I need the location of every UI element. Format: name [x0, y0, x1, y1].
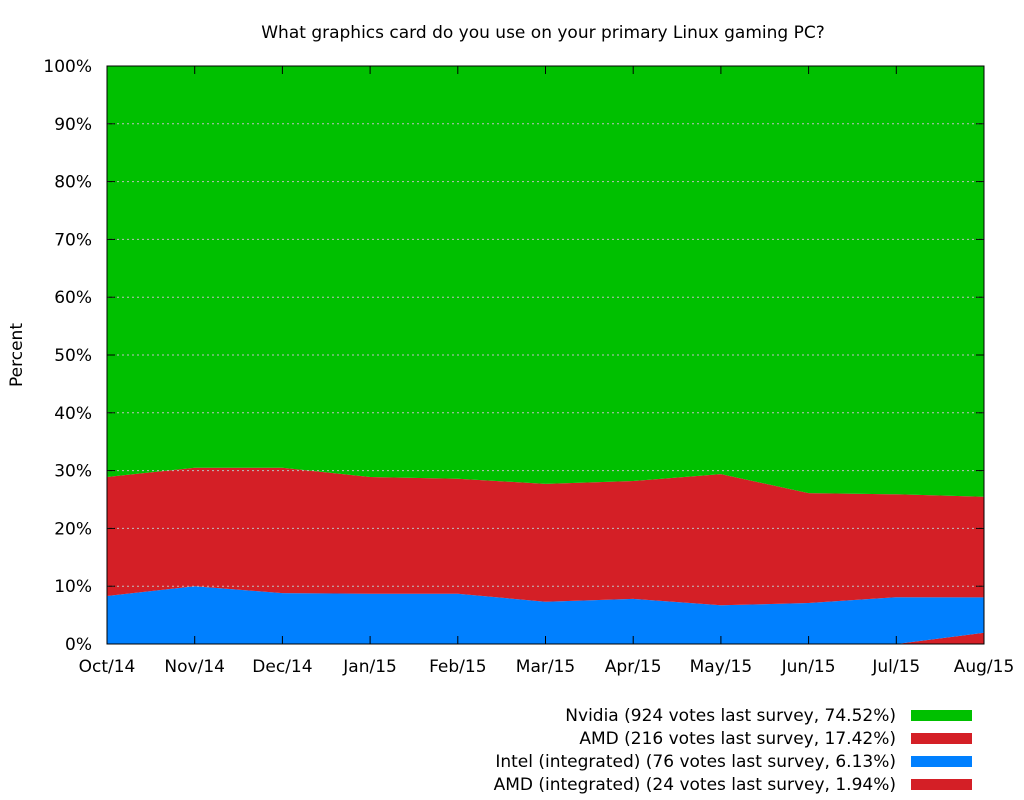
legend-label-amd-integrated: AMD (integrated) (24 votes last survey, …	[494, 775, 896, 795]
area-layers	[107, 66, 984, 644]
x-tick-label: Jul/15	[871, 657, 920, 677]
x-tick-label: Dec/14	[252, 657, 312, 677]
x-tick-label: May/15	[690, 657, 753, 677]
legend-swatch-amd	[911, 733, 972, 744]
legend-swatch-nvidia	[911, 710, 972, 721]
area-nvidia	[107, 66, 984, 497]
x-tick-label: Jun/15	[781, 657, 836, 677]
legend-swatch-intel-integrated	[911, 756, 972, 767]
legend-label-amd: AMD (216 votes last survey, 17.42%)	[579, 729, 896, 749]
y-tick-label: 70%	[54, 230, 92, 250]
y-tick-label: 100%	[43, 57, 92, 77]
legend-label-intel-integrated: Intel (integrated) (76 votes last survey…	[495, 752, 896, 772]
y-axis-label: Percent	[7, 323, 27, 387]
y-tick-label: 60%	[54, 288, 92, 308]
x-tick-label: Jan/15	[342, 657, 397, 677]
legend-swatch-amd-integrated	[911, 779, 972, 790]
y-tick-label: 80%	[54, 173, 92, 193]
y-tick-label: 10%	[54, 577, 92, 597]
y-tick-label: 20%	[54, 519, 92, 539]
x-tick-label: Feb/15	[429, 657, 486, 677]
y-axis: 0% 10% 20% 30% 40% 50% 60% 70% 80% 90% 100%	[43, 57, 984, 655]
y-tick-label: 40%	[54, 404, 92, 424]
y-tick-label: 50%	[54, 346, 92, 366]
y-tick-label: 90%	[54, 115, 92, 135]
x-axis: Oct/14 Nov/14 Dec/14 Jan/15 Feb/15 Mar/15 Apr/…	[79, 66, 1015, 677]
x-tick-label: Nov/14	[164, 657, 225, 677]
y-tick-label: 0%	[65, 635, 92, 655]
area-intel-integrated	[107, 586, 984, 644]
y-tick-label: 30%	[54, 462, 92, 482]
legend-label-nvidia: Nvidia (924 votes last survey, 74.52%)	[565, 706, 896, 726]
x-tick-label: Aug/15	[954, 657, 1015, 677]
x-tick-label: Apr/15	[605, 657, 662, 677]
x-tick-label: Oct/14	[79, 657, 136, 677]
chart-title: What graphics card do you use on your pr…	[261, 23, 825, 43]
gridlines	[107, 123, 984, 587]
x-tick-label: Mar/15	[516, 657, 575, 677]
area-amd	[107, 467, 984, 606]
legend: Nvidia (924 votes last survey, 74.52%) AM…	[494, 706, 972, 795]
